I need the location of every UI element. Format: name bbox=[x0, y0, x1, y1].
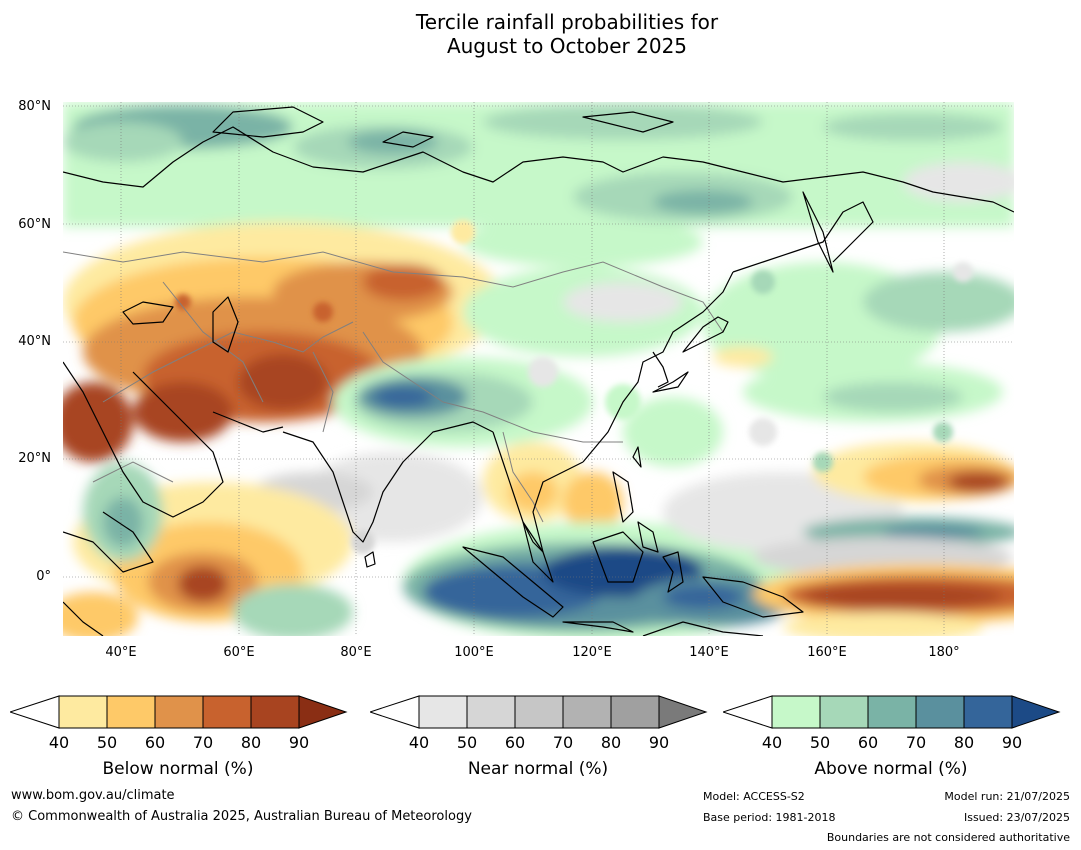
lat-label-0: 0° bbox=[36, 569, 51, 584]
colorbar-below-normal bbox=[10, 695, 348, 729]
lat-label-80n: 80°N bbox=[18, 99, 51, 114]
colorbar-below-tick: 50 bbox=[96, 733, 118, 752]
colorbar-above-tick: 80 bbox=[953, 733, 975, 752]
graticule bbox=[63, 102, 1014, 636]
colorbar-below-tick: 40 bbox=[48, 733, 70, 752]
issued-text: Issued: 23/07/2025 bbox=[963, 811, 1070, 824]
model-run-text: Model run: 21/07/2025 bbox=[944, 790, 1070, 803]
colorbar-near-label: Near normal (%) bbox=[467, 759, 609, 779]
colorbar-near-normal bbox=[370, 695, 708, 729]
base-period-text: Base period: 1981-2018 bbox=[703, 811, 836, 824]
colorbar-above-normal bbox=[723, 695, 1061, 729]
rainfall-probability-map bbox=[48, 102, 1081, 642]
lon-label-120e: 120°E bbox=[572, 645, 612, 660]
lat-label-20n: 20°N bbox=[18, 451, 51, 466]
colorbar-below-tick: 90 bbox=[288, 733, 310, 752]
lon-label-60e: 60°E bbox=[223, 645, 255, 660]
lon-label-80e: 80°E bbox=[340, 645, 372, 660]
colorbar-near-tick: 70 bbox=[552, 733, 574, 752]
map-title: Tercile rainfall probabilities for Augus… bbox=[0, 10, 1081, 58]
lon-label-100e: 100°E bbox=[454, 645, 494, 660]
colorbar-below-tick: 80 bbox=[240, 733, 262, 752]
colorbar-near-tick: 40 bbox=[408, 733, 430, 752]
coastlines bbox=[62, 106, 1015, 637]
copyright-text: © Commonwealth of Australia 2025, Austra… bbox=[11, 809, 472, 824]
colorbar-above-tick: 50 bbox=[809, 733, 831, 752]
colorbar-below-label: Below normal (%) bbox=[102, 759, 254, 779]
title-line-2: August to October 2025 bbox=[446, 34, 688, 58]
website-link[interactable]: www.bom.gov.au/climate bbox=[11, 788, 175, 803]
colorbar-above-label: Above normal (%) bbox=[814, 759, 968, 779]
colorbar-above-tick: 90 bbox=[1001, 733, 1023, 752]
lat-label-40n: 40°N bbox=[18, 334, 51, 349]
colorbar-near-tick: 50 bbox=[456, 733, 478, 752]
country-borders bbox=[62, 251, 724, 523]
colorbar-below-tick: 70 bbox=[192, 733, 214, 752]
colorbar-near-tick: 60 bbox=[504, 733, 526, 752]
model-text: Model: ACCESS-S2 bbox=[703, 790, 805, 803]
lon-label-180: 180° bbox=[928, 645, 960, 660]
lon-label-160e: 160°E bbox=[807, 645, 847, 660]
lon-label-140e: 140°E bbox=[689, 645, 729, 660]
disclaimer-text: Boundaries are not considered authoritat… bbox=[826, 831, 1070, 844]
lat-label-60n: 60°N bbox=[18, 217, 51, 232]
lon-label-40e: 40°E bbox=[105, 645, 137, 660]
colorbar-above-tick: 60 bbox=[857, 733, 879, 752]
colorbar-near-tick: 80 bbox=[600, 733, 622, 752]
probability-speckle bbox=[175, 220, 973, 554]
colorbar-below-tick: 60 bbox=[144, 733, 166, 752]
colorbar-above-tick: 70 bbox=[905, 733, 927, 752]
probability-shading bbox=[48, 102, 1081, 642]
title-line-1: Tercile rainfall probabilities for bbox=[415, 10, 719, 34]
colorbar-above-tick: 40 bbox=[761, 733, 783, 752]
map-svg bbox=[48, 102, 1081, 642]
colorbar-near-tick: 90 bbox=[648, 733, 670, 752]
